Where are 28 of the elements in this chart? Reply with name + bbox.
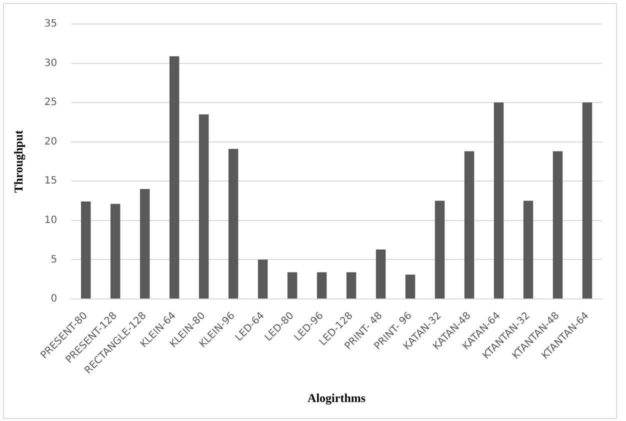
bar bbox=[228, 148, 238, 298]
bar bbox=[523, 200, 534, 298]
bar bbox=[258, 260, 268, 298]
bar bbox=[110, 204, 120, 298]
bar bbox=[494, 102, 504, 298]
y-tick-label: 25 bbox=[44, 97, 58, 108]
bar bbox=[316, 272, 327, 298]
y-tick-label: 15 bbox=[44, 176, 58, 187]
x-axis-title: Alogirthms bbox=[308, 390, 366, 405]
bar bbox=[169, 56, 180, 298]
y-axis-title: Throughput bbox=[11, 130, 26, 193]
bar bbox=[582, 102, 592, 298]
y-tick-label: 10 bbox=[44, 214, 58, 226]
bar bbox=[198, 114, 209, 298]
bar bbox=[552, 151, 563, 298]
y-tick-label: 30 bbox=[44, 58, 58, 69]
bar bbox=[434, 200, 445, 298]
bar bbox=[376, 249, 386, 298]
bar bbox=[140, 188, 150, 298]
bar bbox=[464, 151, 474, 298]
bar bbox=[346, 272, 356, 298]
y-tick-label: 20 bbox=[44, 136, 58, 148]
y-tick-label: 0 bbox=[50, 294, 58, 305]
y-tick-label: 35 bbox=[44, 18, 58, 30]
y-tick-label: 5 bbox=[50, 254, 58, 266]
bar bbox=[287, 272, 298, 298]
bar bbox=[81, 202, 91, 298]
bar bbox=[405, 274, 416, 298]
